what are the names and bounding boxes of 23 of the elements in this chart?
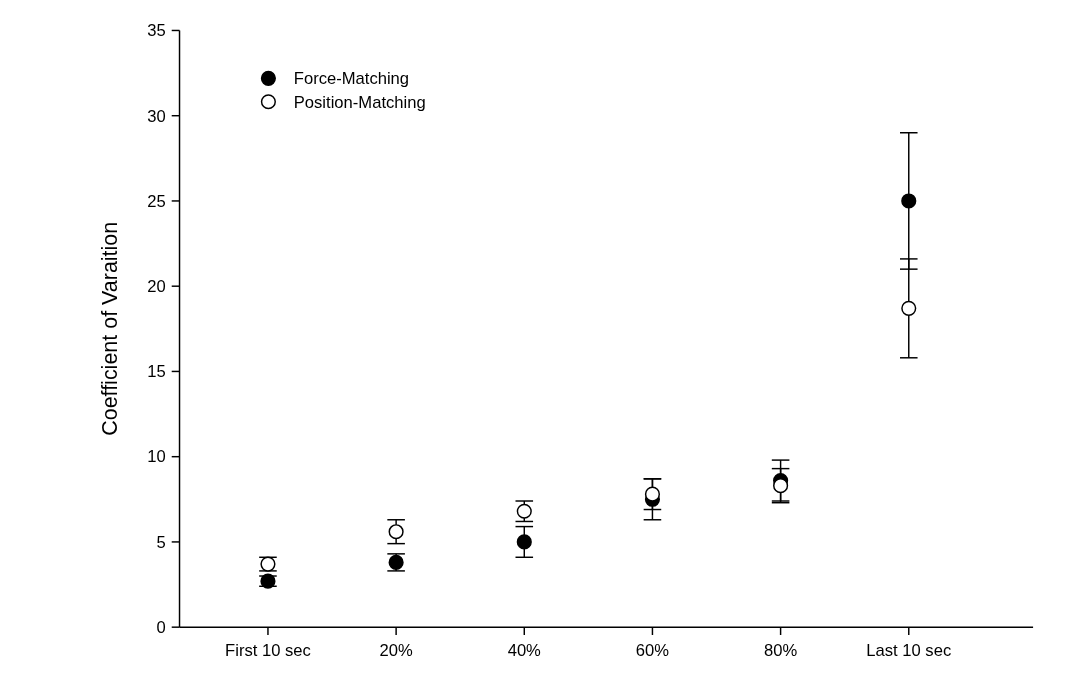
y-tick-label: 15	[147, 362, 166, 382]
y-tick-label: 10	[147, 447, 166, 467]
y-tick-label: 30	[147, 106, 166, 126]
y-tick-label: 0	[156, 617, 166, 637]
y-tick-label: 35	[147, 21, 166, 41]
y-tick-label: 5	[156, 532, 166, 552]
x-tick-label: 40%	[507, 641, 542, 661]
point	[901, 193, 917, 209]
x-tick-label: 80%	[763, 641, 798, 661]
legend-label: Force-Matching	[293, 69, 410, 89]
x-tick-label: Last 10 sec	[866, 641, 952, 661]
point	[773, 478, 789, 494]
y-tick-label: 20	[147, 277, 166, 296]
y-axis-title: Coefficient of Varaition	[98, 221, 123, 436]
x-tick-label: First 10 sec	[225, 641, 311, 661]
point	[516, 534, 532, 550]
x-tick-label: 60%	[635, 641, 670, 661]
x-tick-label: 20%	[379, 641, 413, 661]
point	[901, 300, 917, 316]
y-tick-label: 25	[147, 191, 166, 211]
point	[388, 524, 404, 540]
legend-label: Position-Matching	[293, 92, 426, 112]
point	[644, 486, 661, 502]
